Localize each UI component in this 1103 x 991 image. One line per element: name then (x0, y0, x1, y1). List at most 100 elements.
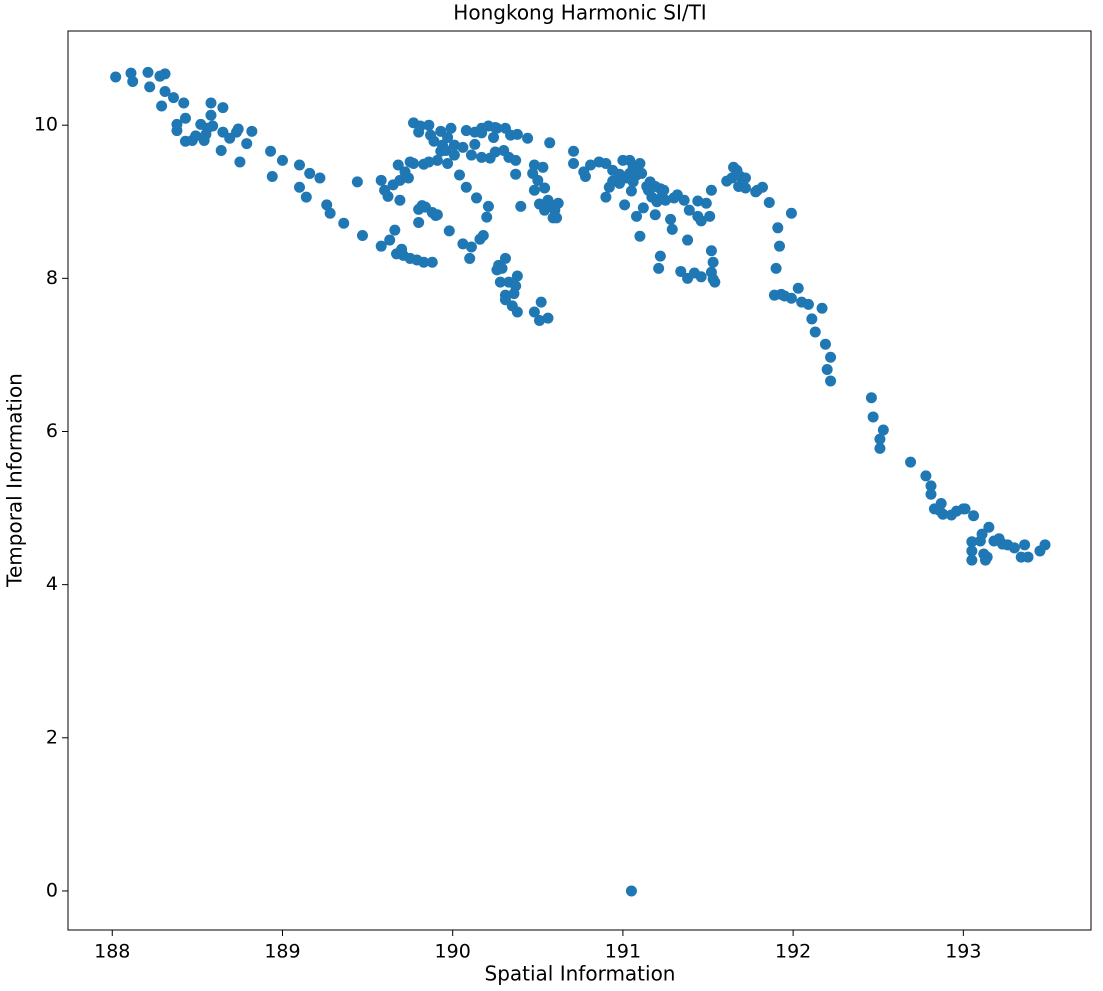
point (649, 209, 661, 221)
point (232, 123, 244, 135)
point (428, 135, 440, 147)
point (482, 200, 494, 212)
x-tick-label: 193 (945, 941, 981, 963)
point (293, 181, 305, 193)
point (695, 215, 707, 227)
point (877, 424, 889, 436)
point (532, 174, 544, 186)
point (321, 199, 333, 211)
point (159, 85, 171, 97)
point (966, 536, 978, 548)
point (448, 149, 460, 161)
point (382, 190, 394, 202)
point (634, 230, 646, 242)
point (442, 157, 454, 169)
point (510, 154, 522, 166)
point (542, 312, 554, 324)
point (457, 238, 469, 250)
point (654, 250, 666, 262)
y-tick-label: 8 (46, 267, 58, 289)
point (544, 137, 556, 149)
point (338, 217, 350, 229)
point (739, 182, 751, 194)
point (276, 154, 288, 166)
point (266, 170, 278, 182)
point (821, 363, 833, 375)
point (1039, 539, 1051, 551)
point (375, 174, 387, 186)
point (511, 306, 523, 318)
point (700, 197, 712, 209)
point (207, 120, 219, 132)
point (510, 280, 522, 292)
point (431, 209, 443, 221)
point (394, 174, 406, 186)
point (448, 139, 460, 151)
point (865, 392, 877, 404)
point (816, 302, 828, 314)
point (423, 119, 435, 131)
plot-area (67, 30, 1092, 931)
point (217, 102, 229, 114)
point (653, 262, 665, 274)
point (625, 185, 637, 197)
x-tick-label: 192 (775, 941, 811, 963)
point (785, 292, 797, 304)
point (600, 157, 612, 169)
point (695, 271, 707, 283)
point (937, 508, 949, 520)
point (168, 92, 180, 104)
point (983, 521, 995, 533)
point (819, 338, 831, 350)
point (394, 194, 406, 206)
point (966, 554, 978, 566)
point (494, 276, 506, 288)
point (528, 184, 540, 196)
point (190, 130, 202, 142)
point (234, 156, 246, 168)
point (496, 262, 508, 274)
y-tick-label: 10 (34, 114, 58, 136)
y-tick-label: 2 (46, 726, 58, 748)
point (770, 262, 782, 274)
y-axis-label: Temporal Information (3, 373, 27, 588)
point (511, 128, 523, 140)
point (453, 169, 465, 181)
point (488, 131, 500, 143)
point (464, 252, 476, 264)
point (465, 149, 477, 161)
point (552, 197, 564, 209)
point (636, 167, 648, 179)
point (384, 234, 396, 246)
point (707, 256, 719, 268)
point (585, 159, 597, 171)
x-tick-label: 188 (94, 941, 130, 963)
point (579, 170, 591, 182)
point (171, 125, 183, 137)
point (314, 172, 326, 184)
x-tick-label: 189 (264, 941, 300, 963)
point (539, 182, 551, 194)
point (241, 138, 253, 150)
point (625, 885, 637, 897)
point (265, 145, 277, 157)
point (443, 225, 455, 237)
point (867, 411, 879, 423)
point (460, 181, 472, 193)
point (159, 68, 171, 80)
y-tick-label: 6 (46, 420, 58, 442)
point (375, 240, 387, 252)
point (460, 125, 472, 137)
y-tick-label: 0 (46, 879, 58, 901)
point (631, 210, 643, 222)
point (535, 296, 547, 308)
point (515, 200, 527, 212)
point (976, 528, 988, 540)
point (785, 207, 797, 219)
point (925, 488, 937, 500)
point (1008, 542, 1020, 554)
chart-title: Hongkong Harmonic SI/TI (453, 1, 706, 25)
point (426, 256, 438, 268)
point (491, 122, 503, 134)
